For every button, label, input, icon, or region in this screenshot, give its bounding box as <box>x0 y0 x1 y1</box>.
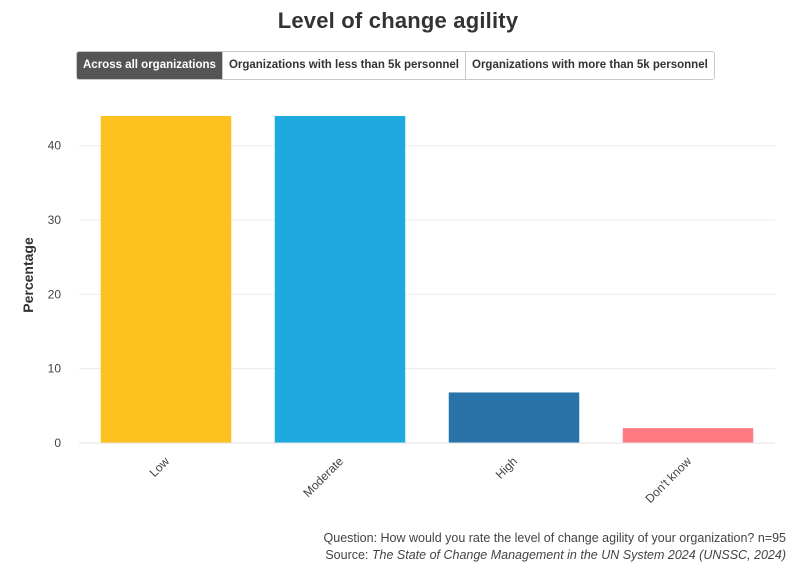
x-tick-label-low: Low <box>147 454 173 480</box>
y-tick-label-0: 0 <box>54 436 61 450</box>
question-note: Question: How would you rate the level o… <box>323 531 786 545</box>
y-tick-label-40: 40 <box>48 139 62 153</box>
bars <box>100 116 754 443</box>
bar-don-t-know[interactable] <box>622 428 754 443</box>
tab-less-than-5k-personnel[interactable]: Organizations with less than 5k personne… <box>222 52 466 79</box>
bar-high[interactable] <box>448 392 580 443</box>
chart-title: Level of change agility <box>277 8 519 33</box>
y-tick-label-10: 10 <box>48 362 62 376</box>
y-axis-title: Percentage <box>20 237 36 313</box>
source-note: Source: The State of Change Management i… <box>324 547 786 564</box>
tab-more-than-5k-personnel[interactable]: Organizations with more than 5k personne… <box>466 52 714 79</box>
x-tick-label-don-t-know: Don't know <box>643 454 695 506</box>
x-tick-label-moderate: Moderate <box>300 454 346 500</box>
bar-chart: 0 10 20 30 40 Low Moderate High Don't know Perc… <box>20 116 775 506</box>
filter-tab-group: Across all organizations Organizations w… <box>76 51 715 80</box>
x-tick-label-high: High <box>493 454 520 481</box>
bar-low[interactable] <box>100 116 232 443</box>
y-axis-ticks: 0 10 20 30 40 <box>48 139 62 450</box>
x-axis-ticks: Low Moderate High Don't know <box>147 454 695 506</box>
source-prefix: Source: <box>325 548 372 562</box>
chart-footer: Question: How would you rate the level o… <box>324 530 786 564</box>
bar-moderate[interactable] <box>274 116 406 443</box>
y-tick-label-30: 30 <box>48 213 62 227</box>
tab-across-all-organizations[interactable]: Across all organizations <box>77 52 223 79</box>
source-citation: The State of Change Management in the UN… <box>371 548 786 562</box>
y-tick-label-20: 20 <box>48 287 62 301</box>
